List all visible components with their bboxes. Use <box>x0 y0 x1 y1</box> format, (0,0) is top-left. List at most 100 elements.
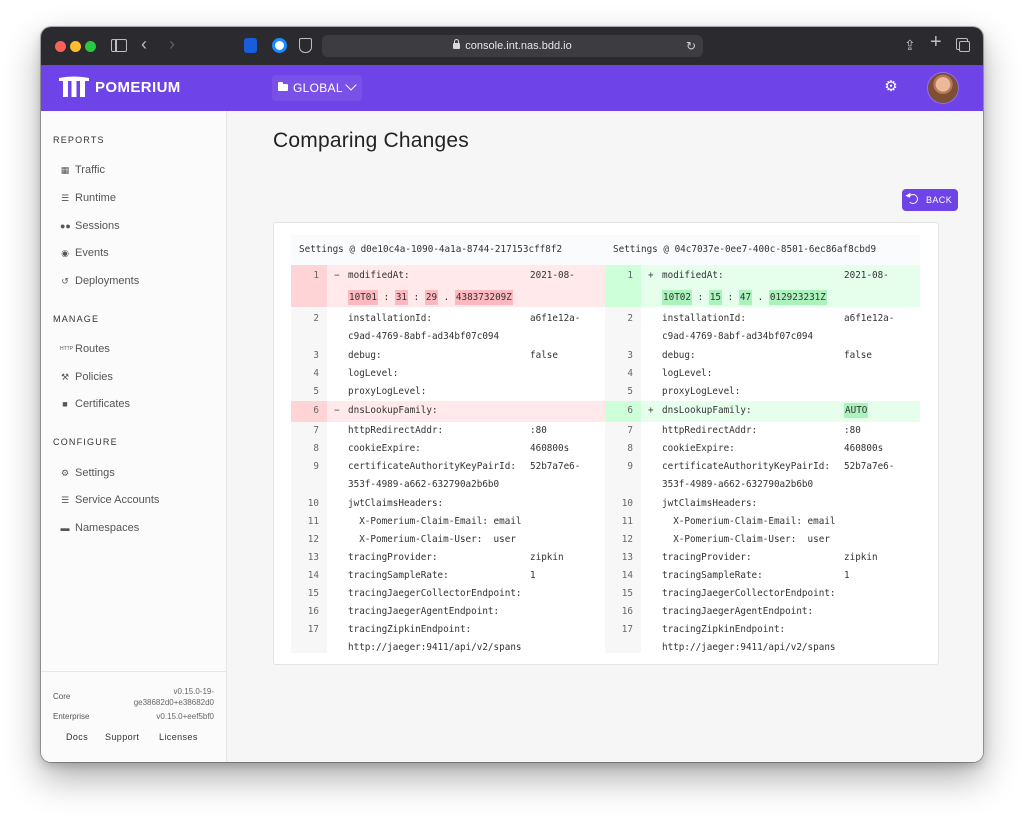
line-key: tracingZipkinEndpoint: <box>348 624 472 635</box>
changed-token: 10T02 <box>662 290 692 305</box>
sidebar-item-label: Traffic <box>75 164 105 176</box>
line-value: zipkin <box>530 552 564 563</box>
line-number: 5 <box>627 386 633 397</box>
line-number: 9 <box>313 461 319 472</box>
line-number: 9 <box>627 461 633 472</box>
line-number: 5 <box>313 386 319 397</box>
support-link[interactable]: Support <box>105 732 140 742</box>
brand-name[interactable]: POMERIUM <box>95 79 181 96</box>
diff-header-new-text: Settings @ 04c7037e-0ee7-400c-8501-6ec86… <box>613 244 877 255</box>
bitwarden-extension-icon[interactable] <box>244 38 257 53</box>
line-value: false <box>530 350 558 361</box>
line-number: 6 <box>627 405 633 416</box>
share-icon[interactable]: ⇪ <box>904 37 916 53</box>
diff-line: 13 tracingProvider: zipkin <box>605 550 920 568</box>
line-key: tracingJaegerAgentEndpoint: <box>662 606 814 617</box>
core-version-value: v0.15.0-19- ge38682d0+e38682d0 <box>134 686 214 708</box>
token-separator: : <box>413 292 420 303</box>
line-key: dnsLookupFamily: <box>662 405 752 416</box>
history-icon: ↺ <box>61 276 69 286</box>
user-avatar[interactable] <box>928 73 958 103</box>
diff-header-new: Settings @ 04c7037e-0ee7-400c-8501-6ec86… <box>605 235 920 265</box>
diff-line: 4 logLevel: <box>291 366 606 384</box>
back-arrow-icon[interactable]: ‹ <box>141 34 147 54</box>
line-number: 3 <box>627 350 633 361</box>
line-value: :80 <box>844 425 861 436</box>
line-key: cookieExpire: <box>348 443 421 454</box>
sidebar-item-label: Routes <box>75 343 110 355</box>
line-number: 6 <box>313 405 319 416</box>
diff-line: 2 installationId: a6f1e12a- c9ad-4769-8a… <box>605 311 920 347</box>
diff-line: 17 tracingZipkinEndpoint: http://jaeger:… <box>291 622 606 658</box>
licenses-link[interactable]: Licenses <box>159 732 198 742</box>
line-key: installationId: <box>662 313 746 324</box>
token-separator: : <box>383 292 390 303</box>
main-content: Comparing Changes BACK Settings @ d0e10c… <box>227 111 983 762</box>
new-tab-icon[interactable]: + <box>930 31 942 53</box>
diff-line: 11 X-Pomerium-Claim-Email: email <box>291 514 606 532</box>
line-number: 11 <box>307 516 319 527</box>
back-button[interactable]: BACK <box>902 189 958 211</box>
line-number-gutter <box>291 265 327 653</box>
line-number: 7 <box>313 425 319 436</box>
settings-gear-icon[interactable]: ⚙ <box>884 78 898 95</box>
namespace-selector[interactable]: GLOBAL <box>272 75 362 101</box>
sidebar-item-label: Deployments <box>75 275 140 287</box>
address-bar[interactable]: console.int.nas.bdd.io ↻ <box>322 35 703 57</box>
pomerium-logo-icon[interactable] <box>58 76 90 98</box>
line-value: zipkin <box>844 552 878 563</box>
changed-token: 438373209Z <box>454 290 513 305</box>
line-key: debug: <box>662 350 696 361</box>
privacy-shield-icon[interactable] <box>299 38 312 53</box>
folder-icon <box>278 82 288 91</box>
diff-line: 15 tracingJaegerCollectorEndpoint: <box>291 586 606 604</box>
diff-line: 4 logLevel: <box>605 366 920 384</box>
zoom-window-button[interactable] <box>85 41 96 52</box>
changed-token: AUTO <box>844 403 869 418</box>
line-key: cookieExpire: <box>662 443 735 454</box>
section-title-reports: REPORTS <box>53 135 105 145</box>
namespace-label: GLOBAL <box>293 81 343 95</box>
server-icon: ☰ <box>60 193 70 203</box>
tab-overview-icon[interactable] <box>956 38 970 52</box>
added-marker: + <box>648 405 654 416</box>
changed-token: 47 <box>738 290 753 305</box>
sidebar-item-label: Namespaces <box>75 522 140 534</box>
diff-line: 11 X-Pomerium-Claim-Email: email <box>605 514 920 532</box>
line-number: 2 <box>313 313 319 324</box>
line-key: installationId: <box>348 313 432 324</box>
line-key: jwtClaimsHeaders: <box>348 498 444 509</box>
forward-arrow-icon[interactable]: › <box>169 34 175 54</box>
diff-line: 8 cookieExpire: 460800s <box>605 441 920 459</box>
diff-pane-old: Settings @ d0e10c4a-1090-4a1a-8744-21715… <box>291 235 606 653</box>
chart-icon: ▦ <box>60 165 70 175</box>
gear-icon: ⚙ <box>60 468 70 478</box>
broadcast-icon: ◉ <box>61 248 69 258</box>
minimize-window-button[interactable] <box>70 41 81 52</box>
close-window-button[interactable] <box>55 41 66 52</box>
diff-line: 14 tracingSampleRate: 1 <box>605 568 920 586</box>
gavel-icon: ⚒ <box>60 372 70 382</box>
onepassword-extension-icon[interactable] <box>272 38 287 53</box>
line-value: :80 <box>530 425 547 436</box>
sidebar-toggle-icon[interactable] <box>111 39 127 52</box>
line-key: tracingJaegerCollectorEndpoint: <box>662 588 836 599</box>
added-marker: + <box>648 270 654 281</box>
line-number: 13 <box>307 552 319 563</box>
sidebar-item-label: Policies <box>75 371 113 383</box>
diff-line: 8 cookieExpire: 460800s <box>291 441 606 459</box>
changed-token: 15 <box>708 290 723 305</box>
diff-header-old: Settings @ d0e10c4a-1090-4a1a-8744-21715… <box>291 235 606 265</box>
line-number: 16 <box>621 606 633 617</box>
removed-marker: − <box>334 405 340 416</box>
core-version-label: Core <box>53 692 71 701</box>
enterprise-version-label: Enterprise <box>53 712 90 721</box>
line-key: X-Pomerium-Claim-User: user <box>662 534 830 545</box>
reload-icon[interactable]: ↻ <box>685 39 696 53</box>
line-key: modifiedAt: <box>348 270 410 281</box>
line-key: tracingProvider: <box>662 552 752 563</box>
docs-link[interactable]: Docs <box>66 732 89 742</box>
line-number-gutter <box>605 265 641 653</box>
diff-line: 13 tracingProvider: zipkin <box>291 550 606 568</box>
line-value: 2021-08- <box>844 270 889 281</box>
